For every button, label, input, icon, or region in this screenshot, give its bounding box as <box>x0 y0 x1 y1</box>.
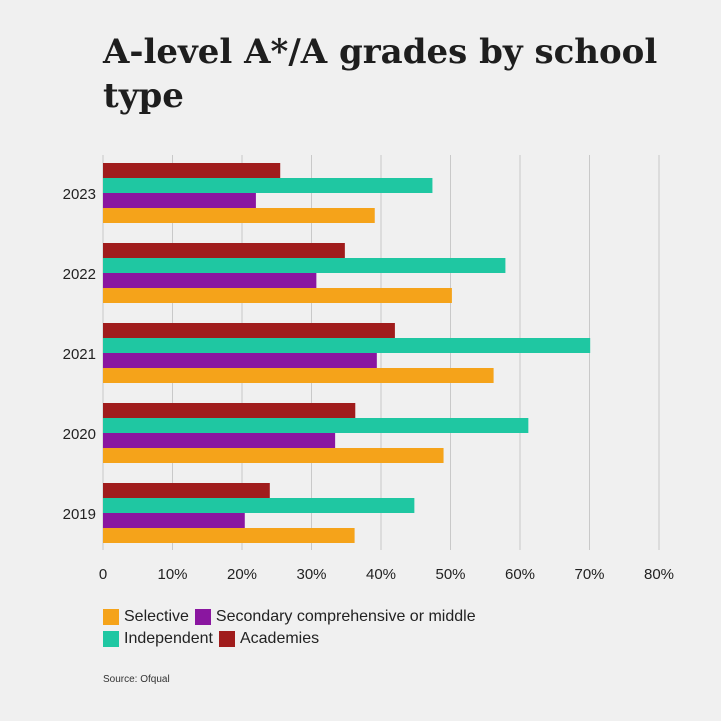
bar-independent-2023 <box>103 178 433 193</box>
bar-academies-2019 <box>103 483 270 498</box>
legend-swatch-secondary <box>194 609 211 625</box>
bar-selective-2021 <box>103 368 494 383</box>
bar-secondary-2020 <box>103 433 336 448</box>
bar-independent-2019 <box>103 498 415 513</box>
x-tick-label: 20% <box>227 566 257 583</box>
x-tick-label: 30% <box>296 566 326 583</box>
bar-academies-2021 <box>103 323 395 338</box>
y-tick-label: 2023 <box>63 186 96 203</box>
legend-item-academies: Academies <box>218 630 320 648</box>
bar-chart: 0 10% 20% 30% 40% 50% 60% 70% 80% 2023 2022 2021 202… <box>63 155 674 583</box>
bar-selective-2019 <box>103 528 355 543</box>
bar-secondary-2022 <box>103 273 317 288</box>
bar-selective-2022 <box>103 288 452 303</box>
bar-selective-2023 <box>103 208 375 223</box>
legend-item-secondary: Secondary comprehensive or middle <box>194 608 476 626</box>
legend-swatch-selective <box>103 609 119 625</box>
bar-independent-2021 <box>103 338 591 353</box>
y-tick-label: 2019 <box>63 506 96 523</box>
legend-item-independent: Independent <box>103 630 213 648</box>
legend-item-selective: Selective <box>103 608 189 626</box>
x-tick-label: 40% <box>366 566 396 583</box>
bar-secondary-2023 <box>103 193 256 208</box>
legend-row-2: Independent Academies <box>103 628 623 650</box>
legend-row-1: Selective Secondary comprehensive or mid… <box>103 606 623 628</box>
legend-label-academies: Academies <box>239 630 320 647</box>
x-tick-label: 0 <box>99 566 107 583</box>
y-tick-label: 2021 <box>63 346 96 363</box>
legend-swatch-independent <box>103 631 119 647</box>
legend-swatch-academies <box>218 631 235 647</box>
bar-academies-2022 <box>103 243 345 258</box>
x-tick-label: 60% <box>505 566 535 583</box>
legend-label-independent: Independent <box>124 630 213 647</box>
bar-independent-2022 <box>103 258 506 273</box>
bar-independent-2020 <box>103 418 529 433</box>
bar-academies-2023 <box>103 163 281 178</box>
x-tick-label: 70% <box>574 566 604 583</box>
bar-secondary-2021 <box>103 353 377 368</box>
source-note: Source: Ofqual <box>103 674 170 685</box>
y-tick-label: 2022 <box>63 266 96 283</box>
x-tick-label: 80% <box>644 566 674 583</box>
bar-selective-2020 <box>103 448 444 463</box>
bar-academies-2020 <box>103 403 356 418</box>
legend-label-selective: Selective <box>124 608 189 625</box>
chart-title: A-level A*/A grades by school type <box>103 32 658 116</box>
y-tick-label: 2020 <box>63 426 96 443</box>
x-tick-label: 50% <box>435 566 465 583</box>
bar-secondary-2019 <box>103 513 245 528</box>
x-tick-label: 10% <box>157 566 187 583</box>
legend: Selective Secondary comprehensive or mid… <box>103 606 623 650</box>
legend-label-secondary: Secondary comprehensive or middle <box>215 608 476 625</box>
